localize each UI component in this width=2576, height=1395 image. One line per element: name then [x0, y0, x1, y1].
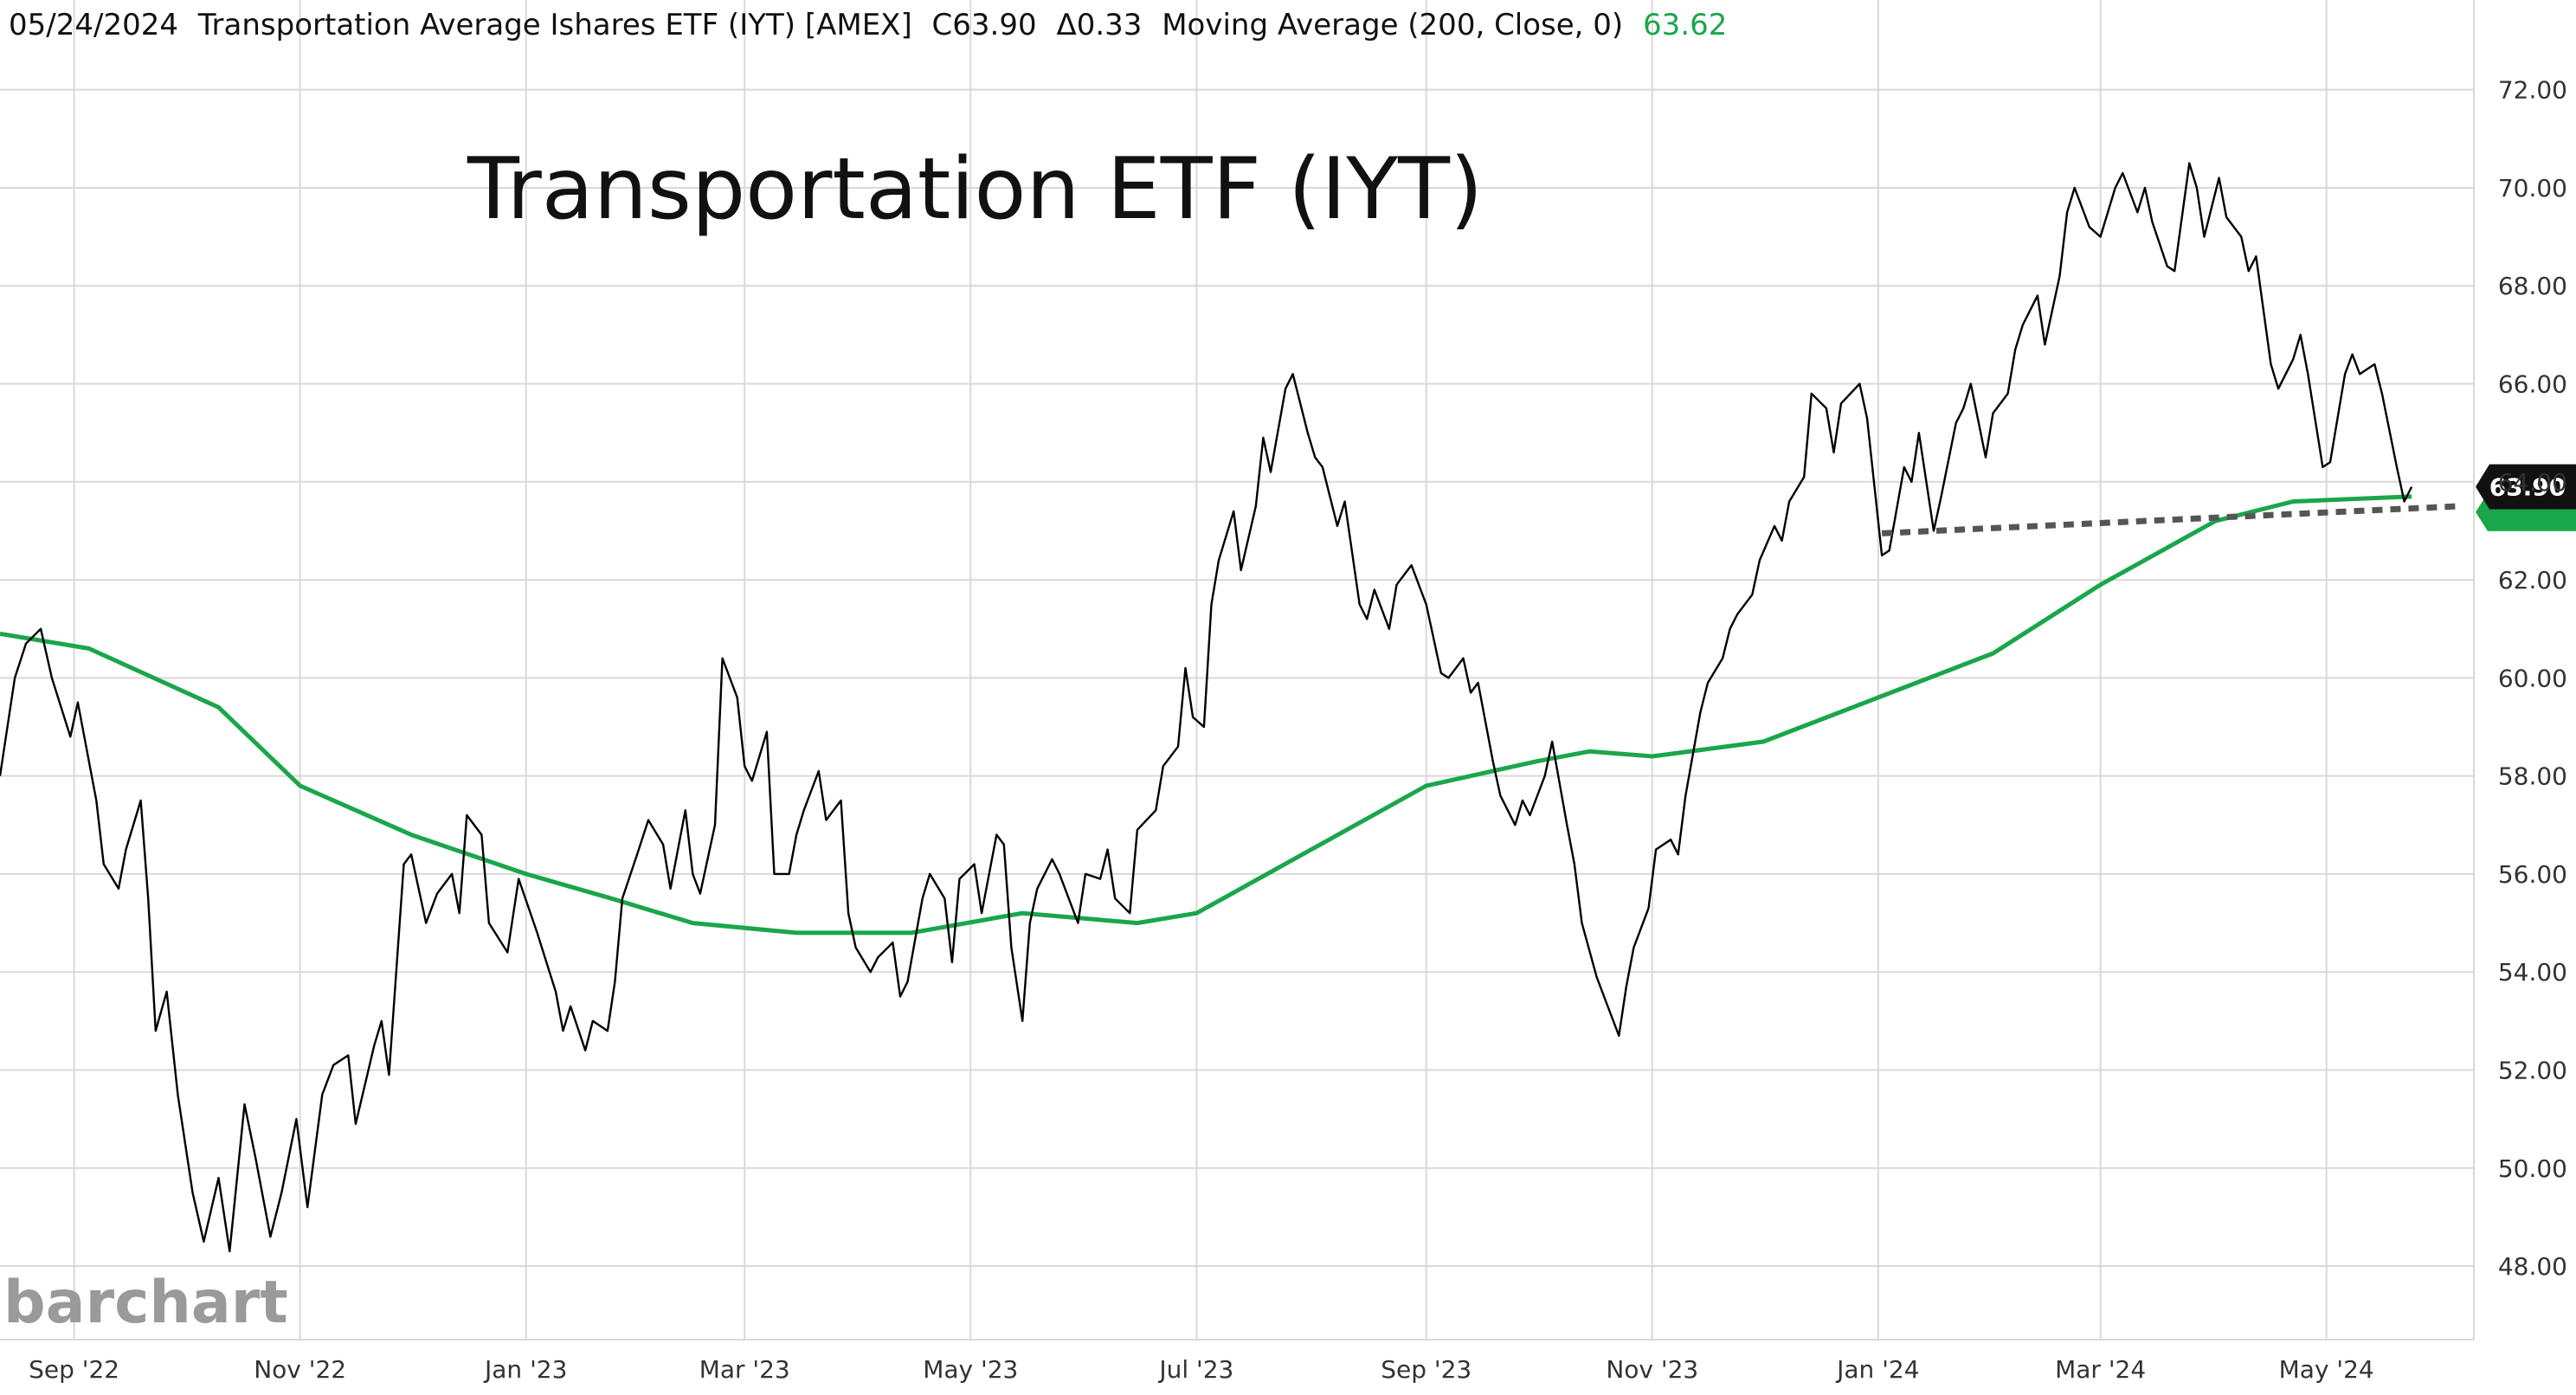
x-tick-label: May '23 — [923, 1355, 1018, 1384]
y-tick-label: 58.00 — [2498, 762, 2567, 791]
last-price-tag-bg — [2476, 464, 2576, 510]
x-tick-label: Nov '22 — [254, 1355, 346, 1384]
header-close: C63.90 — [932, 8, 1037, 42]
y-axis: 48.00 50.00 52.00 54.00 56.00 58.00 60.00 62.00… — [2498, 76, 2567, 1281]
y-tick-label: 60.00 — [2498, 664, 2567, 692]
x-tick-label: Nov '23 — [1606, 1355, 1698, 1384]
last-price-tag: 63.90 — [2476, 464, 2576, 531]
header-date: 05/24/2024 — [9, 8, 178, 42]
y-tick-label: 66.00 — [2498, 370, 2567, 399]
x-tick-label: Mar '24 — [2055, 1355, 2146, 1384]
chart-grid — [0, 0, 2475, 1340]
x-tick-label: Mar '23 — [699, 1355, 790, 1384]
y-tick-label: 54.00 — [2498, 958, 2567, 987]
x-axis: Sep '22 Nov '22 Jan '23 Mar '23 May '23 Jul '… — [29, 1355, 2374, 1384]
support-trend-line — [1881, 503, 2457, 537]
y-tick-label: 56.00 — [2498, 860, 2567, 889]
chart-header: 05/24/2024 Transportation Average Ishare… — [9, 8, 1727, 42]
y-tick-label: 72.00 — [2498, 76, 2567, 105]
last-price-tag-label: 63.90 — [2489, 472, 2566, 501]
x-tick-label: Jan '23 — [483, 1355, 567, 1384]
x-tick-label: May '24 — [2279, 1355, 2374, 1384]
x-tick-label: Jul '23 — [1157, 1355, 1233, 1384]
y-tick-label: 70.00 — [2498, 174, 2567, 202]
chart-annotation-title: Transportation ETF (IYT) — [467, 140, 1483, 239]
y-tick-label: 50.00 — [2498, 1154, 2567, 1183]
y-tick-label: 68.00 — [2498, 272, 2567, 300]
y-tick-label: 52.00 — [2498, 1056, 2567, 1084]
y-tick-label: 48.00 — [2498, 1252, 2567, 1281]
x-tick-label: Sep '23 — [1381, 1355, 1472, 1384]
barchart-logo: barchart — [3, 1269, 288, 1337]
header-change: Δ0.33 — [1056, 8, 1142, 42]
y-tick-label: 62.00 — [2498, 566, 2567, 595]
price-line — [0, 162, 2413, 1253]
y-tick-label: 64.00 — [2498, 468, 2567, 497]
x-tick-label: Jan '24 — [1835, 1355, 1919, 1384]
header-instrument: Transportation Average Ishares ETF (IYT)… — [197, 8, 912, 42]
x-tick-label: Sep '22 — [29, 1355, 119, 1384]
moving-average-line — [0, 494, 2412, 935]
header-study: Moving Average (200, Close, 0) — [1162, 8, 1623, 42]
series-layer — [0, 162, 2457, 1253]
header-study-value: 63.62 — [1643, 8, 1727, 42]
